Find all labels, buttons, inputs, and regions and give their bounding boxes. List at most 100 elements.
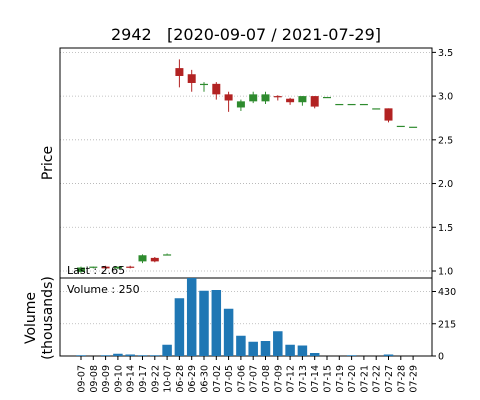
x-tick-label: 07-07	[249, 365, 260, 393]
x-tick-label: 07-15	[323, 365, 334, 393]
candle-body	[347, 103, 356, 106]
x-tick-label: 07-28	[396, 365, 407, 393]
volume-annotation: Volume : 250	[67, 283, 140, 296]
candle-body	[261, 94, 270, 102]
x-tick-label: 09-14	[126, 365, 137, 393]
price-tick-label: 2.5	[438, 135, 453, 146]
x-tick-label: 10-07	[163, 365, 174, 393]
x-tick-label: 07-06	[236, 365, 247, 393]
candle-body	[298, 96, 307, 103]
x-tick-label: 07-29	[409, 365, 420, 393]
candle-body	[101, 266, 110, 269]
x-tick-label: 07-20	[347, 365, 358, 393]
price-panel-frame	[59, 47, 433, 279]
candle-body	[273, 96, 282, 98]
volume-bar	[162, 344, 172, 356]
volume-axis: 0 215 430	[432, 287, 456, 363]
candle-body	[175, 68, 184, 76]
last-price-annotation: Last : 2.65	[67, 264, 125, 277]
price-grid	[60, 51, 432, 272]
candle-body	[384, 108, 393, 121]
volume-grid	[60, 291, 432, 325]
candle-body	[200, 83, 208, 86]
volume-tick-label: 0	[438, 352, 444, 363]
candle-body	[224, 94, 233, 101]
volume-bar	[211, 290, 222, 356]
price-tick-label: 3.5	[438, 48, 453, 59]
volume-bar	[100, 355, 111, 356]
volume-bar	[150, 355, 160, 356]
x-tick-label: 09-07	[77, 365, 88, 393]
volume-bar	[76, 355, 86, 356]
volume-panel-frame	[59, 277, 433, 357]
price-axis-label: Price	[40, 146, 56, 180]
candle-body	[323, 96, 331, 99]
candles	[77, 59, 418, 273]
volume-bar	[273, 331, 283, 356]
x-tick-label: 06-29	[187, 365, 198, 393]
volume-axis-label-line2: (thousands)	[40, 276, 56, 360]
candle-body	[335, 103, 344, 106]
x-tick-label: 09-09	[101, 365, 112, 393]
price-tick-label: 1.0	[438, 267, 453, 278]
volume-bar	[346, 355, 357, 356]
x-tick-label: 07-13	[298, 365, 309, 393]
price-tick-label: 3.0	[438, 92, 453, 103]
candle-body	[236, 101, 245, 108]
candle-body	[126, 266, 135, 268]
x-tick-label: 07-22	[372, 365, 383, 393]
chart-title: 2942 [2020-09-07 / 2021-07-29]	[111, 25, 381, 44]
candle-body	[163, 254, 172, 256]
x-tick-label: 09-22	[150, 365, 161, 393]
price-tick-label: 2.0	[438, 179, 453, 190]
x-tick-label: 07-02	[212, 365, 223, 393]
candle-body	[409, 126, 418, 128]
x-tick-label: 07-21	[359, 365, 370, 393]
candle-body	[286, 98, 295, 103]
x-tick-label: 09-08	[89, 365, 100, 393]
x-tick-label: 07-08	[261, 365, 272, 393]
candle-body	[113, 266, 122, 269]
volume-bar	[174, 298, 185, 356]
volume-bar	[199, 290, 209, 356]
volume-axis-label-line1: Volume	[23, 292, 39, 344]
price-axis: 1.0 1.5 2.0 2.5 3.0 3.5	[432, 48, 453, 278]
price-tick-label: 1.5	[438, 223, 453, 234]
candle-body	[77, 267, 85, 272]
volume-bar	[248, 341, 258, 356]
volume-bar	[297, 345, 308, 356]
volume-bar	[285, 344, 295, 356]
volume-bar	[236, 335, 246, 356]
x-tick-label: 09-10	[113, 365, 124, 393]
x-tick-label: 07-09	[273, 365, 284, 393]
volume-bar	[260, 341, 271, 356]
x-tick-label: 06-28	[175, 365, 186, 393]
x-tick-label: 07-27	[384, 365, 395, 393]
x-tick-label: 07-12	[286, 365, 297, 393]
candle-body	[396, 125, 405, 128]
x-tick-label: 06-30	[200, 365, 211, 393]
volume-bar	[125, 354, 135, 356]
x-axis: 09-07 09-08 09-09 09-10 09-14 09-17 09-22 10-07…	[77, 356, 420, 393]
x-tick-label: 07-05	[224, 365, 235, 393]
volume-bar	[309, 353, 320, 356]
volume-bar	[137, 355, 148, 356]
volume-bar	[113, 353, 123, 356]
candle-body	[249, 94, 258, 102]
volume-tick-label: 430	[438, 287, 456, 298]
candle-body	[150, 257, 159, 262]
volume-bar	[223, 308, 234, 356]
candle-body	[89, 266, 98, 268]
candle-body	[359, 103, 368, 106]
candle-body	[138, 255, 147, 262]
volume-bar	[186, 278, 197, 356]
candle-body	[310, 96, 319, 107]
volume-tick-label: 215	[438, 319, 456, 330]
x-tick-label: 07-19	[335, 365, 346, 393]
candle-body	[212, 83, 221, 95]
candle-body	[372, 108, 381, 110]
volume-bar	[383, 354, 394, 356]
x-tick-label: 07-14	[310, 365, 321, 393]
x-tick-label: 09-17	[138, 365, 149, 393]
